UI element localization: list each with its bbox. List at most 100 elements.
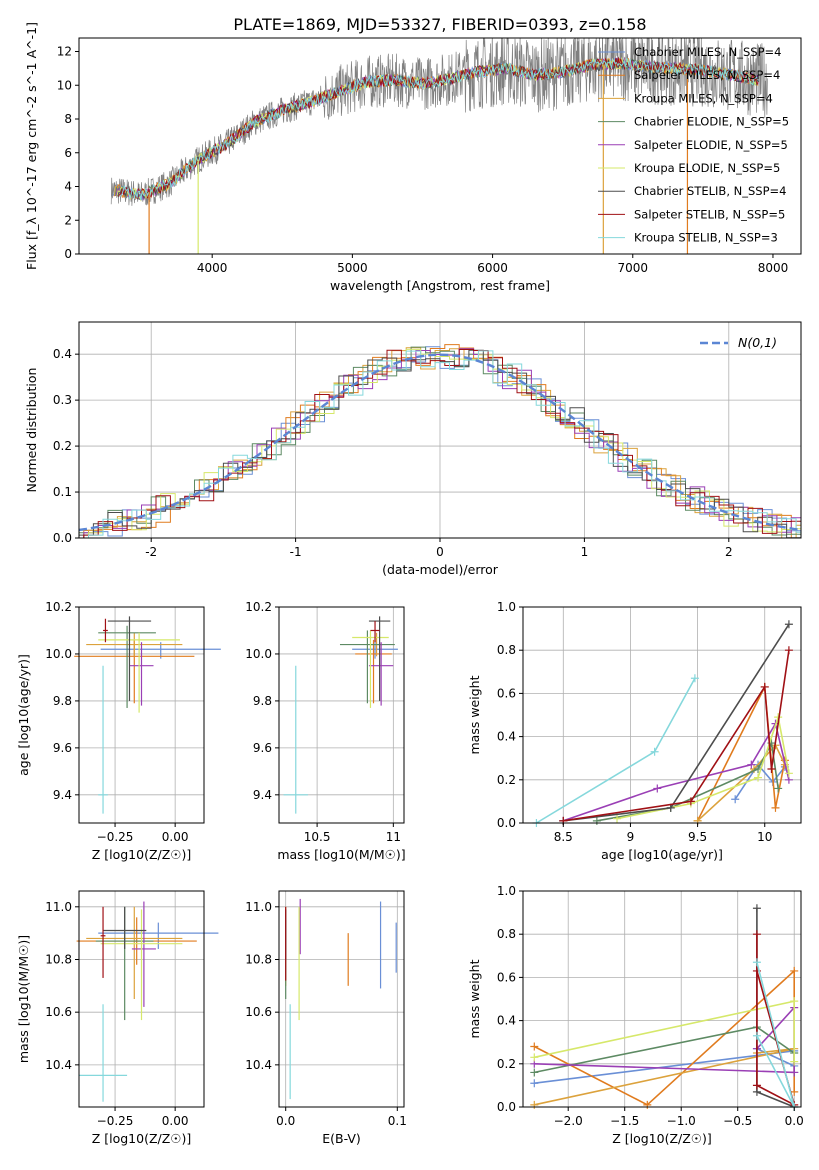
weight-series-line xyxy=(616,714,790,820)
x-tick-label: −1.0 xyxy=(667,1114,696,1128)
x-tick-label: 8.5 xyxy=(554,830,573,844)
y-axis-label: mass weight xyxy=(467,959,482,1038)
y-tick-label: 0.4 xyxy=(497,1014,516,1028)
x-tick-label: −1.5 xyxy=(610,1114,639,1128)
x-axis-label: (data-model)/error xyxy=(382,562,499,577)
y-axis-label: Normed distribution xyxy=(24,368,39,493)
y-tick-label: 0.2 xyxy=(53,439,72,453)
y-tick-label: 0.2 xyxy=(497,1057,516,1071)
model-spectrum-line xyxy=(119,57,759,201)
x-axis-label: Z [log10(Z/Z☉)] xyxy=(612,1131,712,1146)
age-vs-metallicity-panel: −0.25 0.00 9.4 9.6 9.8 10.0 10.2 Z [log10(Z/Z☉)… xyxy=(16,600,221,862)
y-tick-label: 0.6 xyxy=(497,686,516,700)
y-tick-label: 0.4 xyxy=(53,347,72,361)
axes-frame xyxy=(278,606,405,824)
weight-marker xyxy=(790,997,799,1006)
age-vs-mass-panel: 10.5 11 9.4 9.6 9.8 10.0 10.2 mass [log10(M/M☉)… xyxy=(245,600,405,862)
weight-series-line xyxy=(534,1047,795,1106)
y-tick-label: 10.0 xyxy=(245,647,272,661)
x-tick-label: −0.25 xyxy=(97,1114,134,1128)
x-tick-label: 9.5 xyxy=(688,830,707,844)
y-axis-label: mass [log10(M/M☉)] xyxy=(16,935,31,1063)
weight-marker xyxy=(774,784,783,793)
weight-marker xyxy=(752,930,761,939)
y-tick-label: 11.0 xyxy=(245,900,272,914)
x-axis-label: Z [log10(Z/Z☉)] xyxy=(92,1131,192,1146)
legend-label: N(0,1) xyxy=(738,335,777,350)
weight-marker xyxy=(752,904,761,913)
legend-label: Kroupa MILES, N_SSP=4 xyxy=(634,91,773,105)
model-spectrum-line xyxy=(118,57,759,199)
y-tick-label: 9.4 xyxy=(253,788,272,802)
x-axis-label: mass [log10(M/M☉)] xyxy=(277,847,405,862)
weight-marker xyxy=(754,773,763,782)
weight-marker xyxy=(592,816,601,825)
y-axis-label: mass weight xyxy=(467,675,482,754)
y-tick-label: 1.0 xyxy=(497,600,516,614)
weight-marker xyxy=(752,958,761,967)
y-tick-label: 10.2 xyxy=(245,600,272,614)
x-tick-label: 7000 xyxy=(617,261,648,275)
histogram-steps xyxy=(79,344,801,538)
legend-label: Kroupa ELODIE, N_SSP=5 xyxy=(634,161,780,175)
x-tick-label: 11 xyxy=(386,830,401,844)
mass-vs-metallicity-panel: −0.25 0.00 10.4 10.6 10.8 11.0 Z [log10(Z/Z☉)]… xyxy=(16,890,219,1146)
y-tick-label: 4 xyxy=(64,180,72,194)
residuals-panel: -2 -1 0 1 2 0.0 0.1 0.2 0.3 0.4 (data-model)/error… xyxy=(24,321,802,577)
y-tick-label: 0.4 xyxy=(497,730,516,744)
legend-label: Chabrier MILES, N_SSP=4 xyxy=(634,45,781,59)
y-tick-label: 9.8 xyxy=(253,694,272,708)
weight-marker xyxy=(530,1079,539,1088)
weight-marker xyxy=(790,966,799,975)
weight-marker xyxy=(613,814,622,823)
y-tick-label: 8 xyxy=(64,112,72,126)
weight-series-line xyxy=(534,1005,795,1074)
legend-label: Salpeter STELIB, N_SSP=5 xyxy=(634,207,785,221)
y-tick-label: 9.6 xyxy=(53,741,72,755)
weight-marker xyxy=(790,1057,799,1066)
axes-frame xyxy=(78,37,802,255)
weight-marker xyxy=(653,784,662,793)
y-tick-label: 10.4 xyxy=(45,1058,72,1072)
weight-marker xyxy=(530,1068,539,1077)
weight-marker xyxy=(790,1068,799,1077)
x-tick-label: 4000 xyxy=(197,261,228,275)
y-tick-label: 0.0 xyxy=(497,1100,516,1114)
weight-marker xyxy=(747,760,756,769)
weight-marker xyxy=(530,1053,539,1062)
weight-marker xyxy=(650,747,659,756)
y-tick-label: 0.6 xyxy=(497,970,516,984)
legend-label: Chabrier STELIB, N_SSP=4 xyxy=(634,184,786,198)
weight-marker xyxy=(530,1100,539,1109)
x-tick-label: 0.0 xyxy=(276,1114,295,1128)
weight-marker xyxy=(530,1042,539,1051)
weight-series-line xyxy=(563,623,790,822)
y-tick-label: 12 xyxy=(57,45,72,59)
weight-series-line xyxy=(756,934,796,1107)
y-tick-label: 0 xyxy=(64,247,72,261)
residual-histogram xyxy=(79,348,801,538)
weight-marker xyxy=(784,769,793,778)
weight-marker xyxy=(643,1100,652,1109)
y-tick-label: 0.0 xyxy=(53,531,72,545)
y-tick-label: 0.8 xyxy=(497,927,516,941)
weight-vs-age-panel: 8.5 9 9.5 10 0.0 0.2 0.4 0.6 0.8 1.0 age [log10(ag… xyxy=(467,600,802,862)
legend-label: Kroupa STELIB, N_SSP=3 xyxy=(634,231,778,245)
y-tick-label: 0.3 xyxy=(53,393,72,407)
weight-marker xyxy=(752,1031,761,1040)
weight-series-line xyxy=(535,677,696,824)
x-tick-label: 10 xyxy=(757,830,772,844)
y-tick-label: 10 xyxy=(57,78,72,92)
x-tick-label: 0.00 xyxy=(162,830,189,844)
spectrum-lines xyxy=(110,38,768,254)
x-tick-label: 8000 xyxy=(758,261,789,275)
weight-vs-metallicity-panel: −2.0 −1.5 −1.0 −0.5 0.0 0.0 0.2 0.4 0.6 0.8 1.0 Z [… xyxy=(467,884,804,1146)
weight-marker xyxy=(686,797,695,806)
axes-frame xyxy=(78,890,205,1108)
y-tick-label: 0.8 xyxy=(497,643,516,657)
x-tick-label: 2 xyxy=(725,545,733,559)
y-tick-label: 0.0 xyxy=(497,816,516,830)
y-tick-label: 6 xyxy=(64,146,72,160)
figure-title: PLATE=1869, MJD=53327, FIBERID=0393, z=0… xyxy=(233,15,646,34)
weight-marker xyxy=(760,682,769,691)
